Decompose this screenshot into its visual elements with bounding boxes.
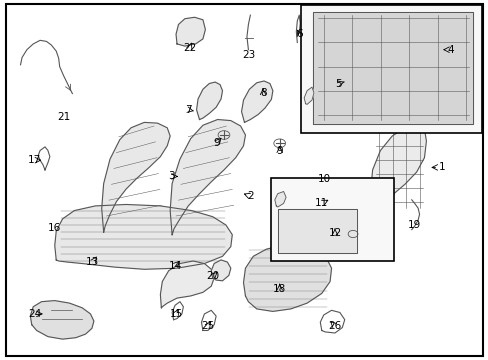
Polygon shape xyxy=(243,246,331,311)
Text: 5: 5 xyxy=(335,78,342,89)
Polygon shape xyxy=(55,204,232,269)
Text: 9: 9 xyxy=(276,146,283,156)
Text: 19: 19 xyxy=(407,220,421,230)
Text: 16: 16 xyxy=(48,222,61,233)
Bar xyxy=(300,5,481,133)
Text: 23: 23 xyxy=(241,50,255,60)
Text: 1: 1 xyxy=(438,162,445,172)
Text: 26: 26 xyxy=(327,321,341,331)
Polygon shape xyxy=(277,209,356,253)
Text: 24: 24 xyxy=(28,309,42,319)
Polygon shape xyxy=(312,12,472,124)
Text: 20: 20 xyxy=(206,271,219,282)
Text: 8: 8 xyxy=(259,88,266,98)
Polygon shape xyxy=(241,81,272,122)
Text: 18: 18 xyxy=(272,284,286,294)
Polygon shape xyxy=(370,125,426,210)
Polygon shape xyxy=(102,122,170,232)
Text: 17: 17 xyxy=(27,155,41,165)
Text: 15: 15 xyxy=(169,309,183,319)
Polygon shape xyxy=(196,82,222,120)
Polygon shape xyxy=(176,17,205,46)
Text: 14: 14 xyxy=(168,261,182,271)
Text: 22: 22 xyxy=(183,42,196,53)
Text: 6: 6 xyxy=(295,29,302,39)
Text: 4: 4 xyxy=(447,45,453,55)
Polygon shape xyxy=(30,301,94,339)
Text: 7: 7 xyxy=(184,105,191,115)
Polygon shape xyxy=(170,120,245,235)
Text: 3: 3 xyxy=(167,171,174,181)
Text: 2: 2 xyxy=(246,191,253,201)
Text: 13: 13 xyxy=(86,257,100,267)
Text: 9: 9 xyxy=(213,138,220,148)
Text: 21: 21 xyxy=(57,112,70,122)
Polygon shape xyxy=(304,87,313,104)
Text: 12: 12 xyxy=(327,228,341,238)
Polygon shape xyxy=(274,192,285,207)
Polygon shape xyxy=(160,261,214,308)
Bar xyxy=(271,178,393,261)
Text: 10: 10 xyxy=(317,174,330,184)
Polygon shape xyxy=(211,260,230,281)
Text: 25: 25 xyxy=(201,321,214,331)
Text: 11: 11 xyxy=(314,198,328,208)
